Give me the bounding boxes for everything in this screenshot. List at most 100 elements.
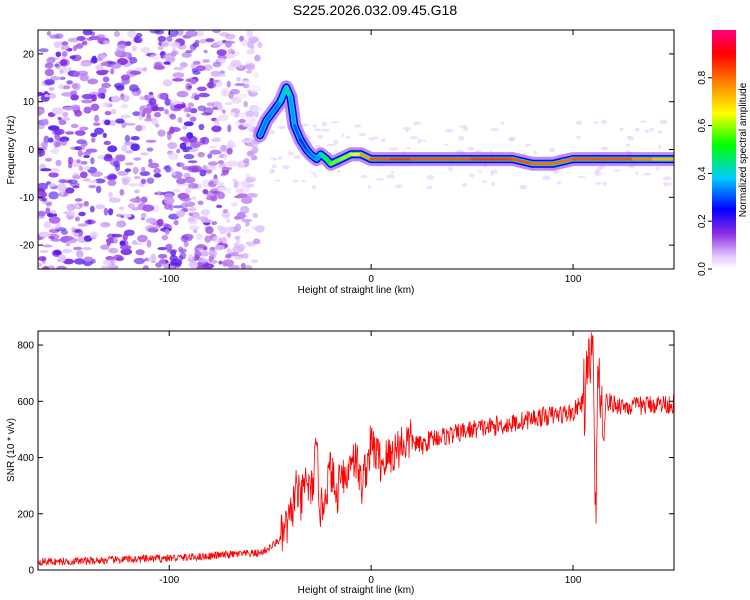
noise-blob [81, 247, 93, 251]
noise-blob [500, 122, 505, 125]
noise-blob [90, 132, 98, 138]
noise-blob [237, 93, 247, 99]
noise-blob [125, 150, 134, 154]
noise-blob [234, 256, 244, 260]
noise-blob [619, 127, 624, 131]
noise-blob [210, 79, 220, 83]
noise-blob [314, 128, 321, 132]
noise-blob [576, 175, 586, 179]
noise-blob [233, 242, 240, 249]
noise-blob [48, 137, 54, 143]
noise-blob [413, 121, 418, 127]
noise-blob [164, 109, 169, 115]
colorbar-ticks: 0.0 0.2 0.4 0.6 0.8 [697, 70, 712, 276]
noise-blob [188, 216, 196, 223]
noise-blob [208, 249, 217, 257]
noise-blob [106, 175, 112, 181]
track-segment [288, 95, 296, 128]
noise-blob [212, 236, 223, 243]
noise-blob [38, 124, 45, 130]
noise-blob [61, 235, 74, 241]
noise-blob [230, 59, 242, 68]
noise-blob [120, 114, 131, 119]
noise-blob [53, 250, 62, 256]
noise-blob [67, 37, 79, 43]
noise-blob [120, 176, 132, 183]
noise-blob [277, 156, 283, 160]
noise-blob [55, 51, 62, 58]
noise-blob [90, 31, 95, 37]
noise-blob [50, 148, 60, 155]
noise-blob [118, 206, 125, 211]
snr-ticks: -100 0 100 0 200 400 600 800 [17, 331, 674, 586]
noise-blob [229, 112, 236, 116]
noise-blob [490, 128, 500, 132]
noise-blob [576, 135, 582, 139]
noise-blob [178, 246, 184, 253]
noise-blob [120, 248, 133, 256]
noise-blob [663, 182, 669, 187]
noise-blob [169, 113, 176, 120]
noise-blob [72, 45, 78, 52]
noise-blob [198, 257, 208, 263]
noise-blob [100, 244, 110, 250]
noise-blob [219, 70, 226, 75]
noise-blob [99, 40, 104, 45]
noise-blob [353, 124, 362, 128]
noise-blob [67, 156, 74, 165]
noise-blob [237, 243, 246, 252]
noise-blob [78, 211, 86, 217]
noise-blob [106, 241, 111, 247]
noise-blob [98, 87, 107, 95]
noise-blob [209, 145, 217, 149]
y-tick-label: -20 [20, 241, 35, 252]
noise-blob [194, 250, 202, 258]
noise-blob [119, 189, 125, 196]
noise-blob [190, 196, 197, 200]
noise-blob [124, 229, 135, 236]
noise-blob [116, 44, 127, 49]
noise-blob [38, 256, 47, 262]
noise-blob [315, 144, 321, 148]
noise-blob [79, 203, 84, 208]
noise-blob [250, 37, 258, 44]
noise-blob [375, 178, 385, 181]
noise-blob [83, 200, 89, 207]
noise-blob [222, 209, 228, 213]
noise-blob [221, 87, 230, 94]
noise-blob [403, 126, 412, 131]
noise-blob [146, 239, 152, 248]
noise-blob [181, 52, 192, 58]
noise-blob [212, 178, 218, 185]
noise-blob [249, 85, 261, 93]
noise-blob [226, 80, 231, 88]
noise-blob [206, 102, 215, 107]
noise-blob [108, 191, 113, 199]
noise-blob [225, 254, 232, 259]
x-tick-label: 100 [565, 274, 582, 285]
noise-blob [129, 70, 142, 75]
noise-blob [115, 155, 126, 162]
noise-blob [292, 155, 302, 159]
noise-blob [59, 69, 64, 75]
noise-blob [600, 146, 609, 151]
noise-blob [169, 103, 175, 111]
noise-blob [176, 210, 186, 218]
noise-blob [73, 232, 79, 237]
noise-blob [553, 170, 559, 175]
noise-blob [662, 176, 672, 181]
noise-blob [233, 180, 239, 189]
noise-blob [186, 132, 194, 139]
noise-blob [549, 148, 555, 153]
noise-blob [55, 159, 62, 167]
noise-blob [151, 105, 160, 112]
noise-blob [238, 118, 246, 124]
noise-blob [234, 235, 241, 240]
y-tick-label: 600 [17, 397, 34, 408]
noise-blob [245, 110, 255, 117]
noise-blob [250, 156, 258, 161]
noise-blob [90, 157, 95, 165]
noise-blob [99, 69, 110, 74]
noise-blob [198, 92, 210, 98]
noise-blob [76, 250, 84, 258]
